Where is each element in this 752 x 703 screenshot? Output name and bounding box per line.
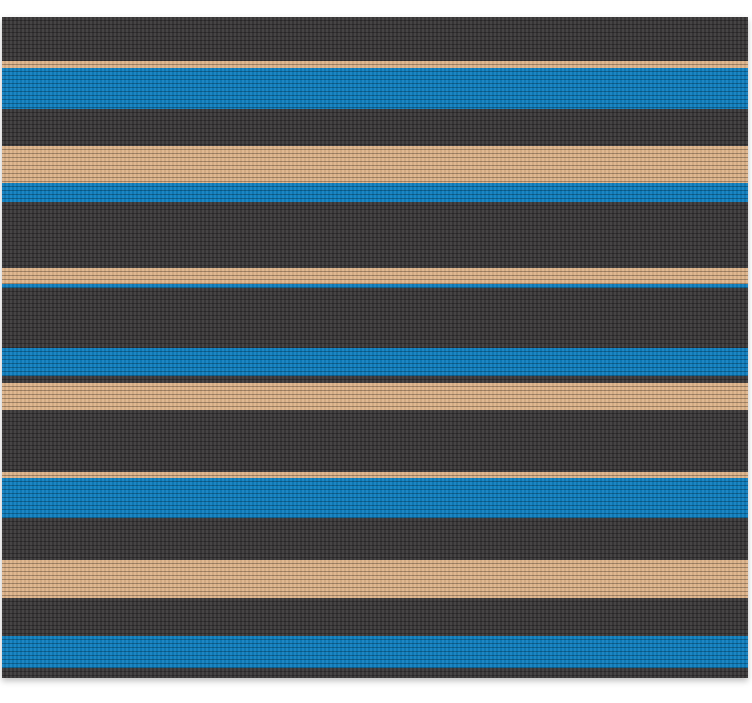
stripe-tan	[2, 560, 748, 598]
stripe-tan	[2, 383, 748, 410]
stripe-tan	[2, 472, 748, 478]
stripe-blue	[2, 284, 748, 288]
stripe-charcoal	[2, 202, 748, 268]
stripe-blue	[2, 478, 748, 518]
stripe-charcoal	[2, 518, 748, 560]
stripe-charcoal	[2, 668, 748, 678]
stripe-blue	[2, 348, 748, 376]
stripe-charcoal	[2, 17, 748, 61]
stripe-charcoal	[2, 376, 748, 383]
stripe-blue	[2, 68, 748, 109]
stripe-blue	[2, 183, 748, 202]
stripe-tan	[2, 146, 748, 183]
striped-rug	[2, 17, 748, 678]
stripe-charcoal	[2, 410, 748, 472]
stripe-charcoal	[2, 109, 748, 146]
stripe-charcoal	[2, 288, 748, 348]
stripe-blue	[2, 636, 748, 668]
stripe-tan	[2, 268, 748, 284]
stripe-charcoal	[2, 598, 748, 636]
stripe-tan	[2, 61, 748, 68]
